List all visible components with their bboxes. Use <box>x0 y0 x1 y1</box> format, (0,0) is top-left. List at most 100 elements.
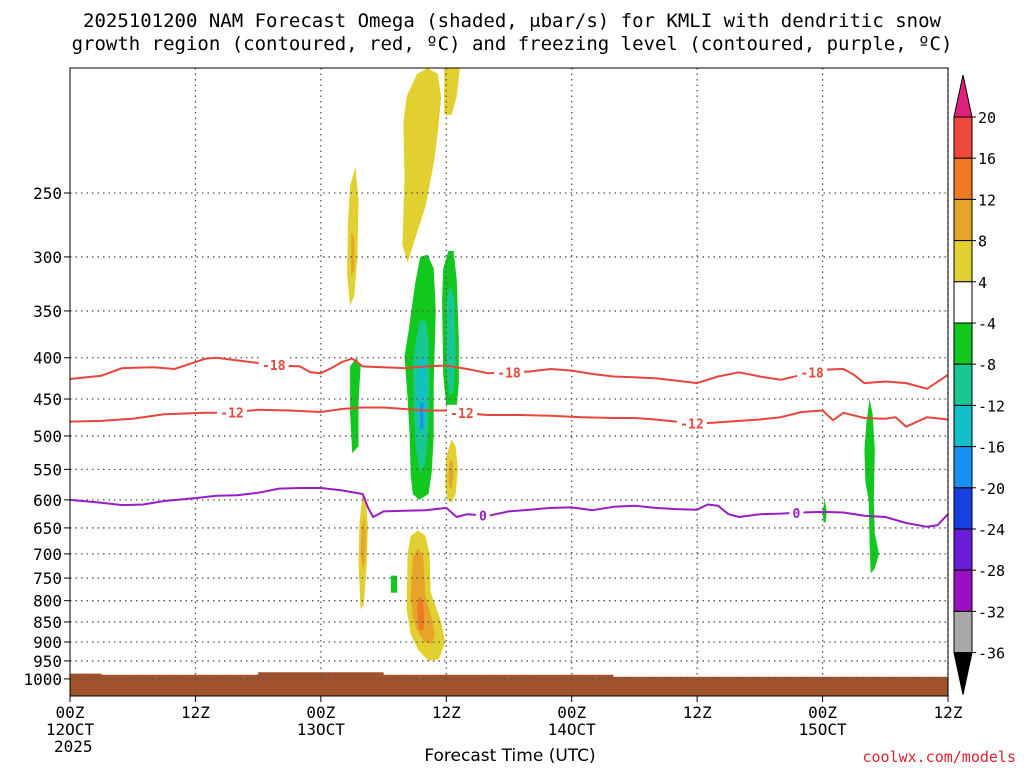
colorbar-top-arrow <box>953 74 973 118</box>
colorbar-label--32: -32 <box>978 603 1005 621</box>
x-tick-label-48-1: 00Z <box>557 703 586 722</box>
contour-label-0: 0 <box>793 507 801 522</box>
y-tick-label-500: 500 <box>33 427 62 446</box>
x-tick-label-0-2: 12OCT <box>46 720 95 739</box>
x-tick-label-48-2: 14OCT <box>548 720 597 739</box>
colorbar-label-8: 8 <box>978 233 987 251</box>
y-tick-label-750: 750 <box>33 569 62 588</box>
y-tick-label-600: 600 <box>33 491 62 510</box>
omega-region-20 <box>864 399 879 574</box>
y-tick-label-850: 850 <box>33 613 62 632</box>
y-axis-ticks: 2503003504004505005506006507007508008509… <box>23 184 70 689</box>
omega-region-10 <box>446 285 456 396</box>
colorbar-swatch-7 <box>953 404 973 448</box>
contour-label-bg-0-1 <box>494 364 524 380</box>
colorbar-swatch-10 <box>953 528 973 571</box>
y-tick-label-1000: 1000 <box>23 670 62 689</box>
colorbar-label--8: -8 <box>978 356 996 374</box>
chart-title-line-1: 2025101200 NAM Forecast Omega (shaded, μ… <box>83 10 941 32</box>
colorbar-swatch-3 <box>953 240 973 283</box>
colorbar-label--24: -24 <box>978 521 1005 539</box>
chart-title-line-2: growth region (contoured, red, ºC) and f… <box>71 33 953 55</box>
x-tick-label-84-1: 12Z <box>934 703 963 722</box>
colorbar-swatch-4 <box>953 281 973 324</box>
x-tick-label-12-1: 12Z <box>181 703 210 722</box>
x-tick-label-0-3: 2025 <box>54 737 93 756</box>
colorbar-label--12: -12 <box>978 397 1005 415</box>
grid-lines <box>70 68 949 696</box>
colorbar-swatch-5 <box>953 322 973 365</box>
colorbar-swatch-2 <box>953 198 973 242</box>
contour-label-bg-0-0 <box>258 356 289 372</box>
colorbar-swatch-1 <box>953 157 973 200</box>
contour-label--18: -18 <box>497 366 521 381</box>
colorbar-label--4: -4 <box>978 315 996 333</box>
x-tick-label-72-1: 00Z <box>808 703 837 722</box>
contour-layer: -18 -18 -18 -12 -12 -12 0 0 <box>69 356 949 528</box>
y-tick-label-250: 250 <box>33 184 62 203</box>
contour-label--12: -12 <box>680 417 703 432</box>
contour-line--12 <box>69 406 949 428</box>
omega-shading-layer <box>347 68 879 661</box>
colorbar: 20 16 12 8 4 -4 -8 -12 -16 -20 -24 -28 -32 -36 <box>953 74 1005 695</box>
contour-label--12: -12 <box>450 407 473 422</box>
y-tick-label-650: 650 <box>33 519 62 538</box>
omega-region-7 <box>417 357 427 436</box>
contour-label--18: -18 <box>800 366 824 381</box>
contour-label-bg-0-2 <box>797 364 828 380</box>
x-tick-label-60-1: 12Z <box>683 703 712 722</box>
x-tick-label-24-2: 13OCT <box>297 720 346 739</box>
colorbar-swatch-9 <box>953 487 973 530</box>
colorbar-label-20: 20 <box>978 109 996 127</box>
colorbar-label--36: -36 <box>978 645 1005 663</box>
colorbar-label-4: 4 <box>978 274 987 292</box>
x-tick-label-72-2: 15OCT <box>798 720 847 739</box>
omega-region-17 <box>410 548 435 644</box>
colorbar-label-16: 16 <box>978 150 996 168</box>
y-tick-label-700: 700 <box>33 545 62 564</box>
colorbar-label--28: -28 <box>978 562 1005 580</box>
y-tick-label-400: 400 <box>33 349 62 368</box>
contour-line-0 <box>69 487 949 528</box>
colorbar-swatch-8 <box>953 446 973 489</box>
contour-label-bg-2-1 <box>789 504 804 520</box>
contour-label-bg-2-0 <box>475 507 490 523</box>
x-axis-label: Forecast Time (UTC) <box>424 746 596 766</box>
contour-label-bg-1-0 <box>217 404 248 420</box>
colorbar-swatch-12 <box>953 610 973 654</box>
y-tick-label-350: 350 <box>33 302 62 321</box>
y-tick-label-900: 900 <box>33 633 62 652</box>
x-tick-label-24-1: 00Z <box>306 703 335 722</box>
y-tick-label-300: 300 <box>33 248 62 267</box>
colorbar-label--16: -16 <box>978 439 1005 457</box>
omega-region-8 <box>420 402 424 429</box>
source-credit: coolwx.com/models <box>862 748 1016 766</box>
omega-region-2 <box>402 68 442 263</box>
omega-region-15 <box>390 575 398 593</box>
colorbar-swatch-6 <box>953 363 973 406</box>
contour-label-bg-1-1 <box>446 404 477 420</box>
y-tick-label-800: 800 <box>33 592 62 611</box>
colorbar-swatch-11 <box>953 569 973 612</box>
y-tick-label-550: 550 <box>33 460 62 479</box>
colorbar-label--20: -20 <box>978 480 1005 498</box>
colorbar-label-12: 12 <box>978 191 996 209</box>
ground-fill <box>70 672 948 696</box>
omega-region-4 <box>350 357 361 454</box>
ground-layer <box>70 672 948 696</box>
colorbar-bottom-arrow <box>953 652 973 695</box>
omega-region-12 <box>448 459 454 488</box>
y-tick-label-950: 950 <box>33 652 62 671</box>
omega-region-3 <box>444 68 460 115</box>
contour-label-bg-1-2 <box>676 415 707 431</box>
x-tick-label-36-1: 12Z <box>432 703 461 722</box>
plot-frame <box>69 67 949 697</box>
omega-region-1 <box>351 232 355 276</box>
contour-label--18: -18 <box>262 359 286 374</box>
contour-label-0: 0 <box>479 509 487 524</box>
omega-region-14 <box>360 517 366 569</box>
x-tick-label-0-1: 00Z <box>56 703 85 722</box>
y-tick-label-450: 450 <box>33 390 62 409</box>
